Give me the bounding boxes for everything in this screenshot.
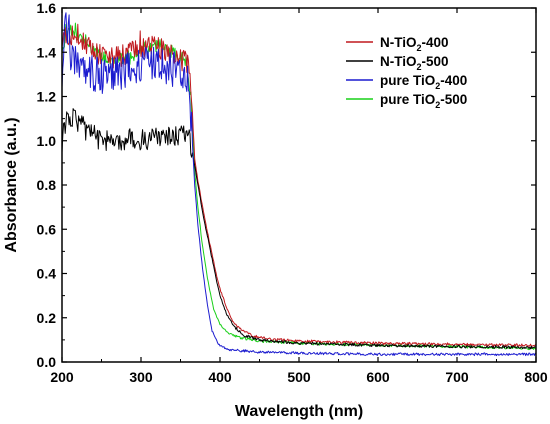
y-axis-title: Absorbance (a.u.) — [3, 117, 20, 252]
x-tick-label: 500 — [287, 369, 311, 385]
x-tick-label: 700 — [445, 369, 469, 385]
y-tick-label: 0.4 — [37, 266, 57, 282]
axes: 200 300 400 500 600 700 800 0.0 0.2 0.4 0.6 0.8 1.0 1… — [37, 0, 548, 385]
x-axis-title: Wavelength (nm) — [235, 403, 363, 420]
y-tick-label: 1.6 — [37, 0, 57, 16]
x-tick-label: 800 — [524, 369, 548, 385]
y-tick-label: 0.0 — [37, 354, 57, 370]
legend-label: pure TiO2-400 — [380, 73, 467, 91]
plot-frame — [61, 7, 537, 363]
y-tick-label: 1.4 — [37, 44, 57, 60]
plot-lines — [61, 12, 537, 357]
legend-label: N-TiO2-500 — [380, 54, 449, 72]
y-tick-label: 0.8 — [37, 177, 57, 193]
x-tick-label: 300 — [129, 369, 153, 385]
y-tick-label: 0.6 — [37, 221, 57, 237]
series-line-0 — [61, 23, 537, 347]
series-line-1 — [61, 108, 537, 350]
x-tick-label: 600 — [366, 369, 390, 385]
y-tick-label: 1.2 — [37, 89, 57, 105]
series-line-2 — [61, 12, 537, 357]
y-tick-label: 1.0 — [37, 133, 57, 149]
legend-label: N-TiO2-400 — [380, 35, 449, 53]
legend-label: pure TiO2-500 — [380, 92, 467, 110]
x-tick-label: 400 — [208, 369, 232, 385]
y-tick-label: 0.2 — [37, 310, 57, 326]
x-tick-label: 200 — [50, 369, 74, 385]
